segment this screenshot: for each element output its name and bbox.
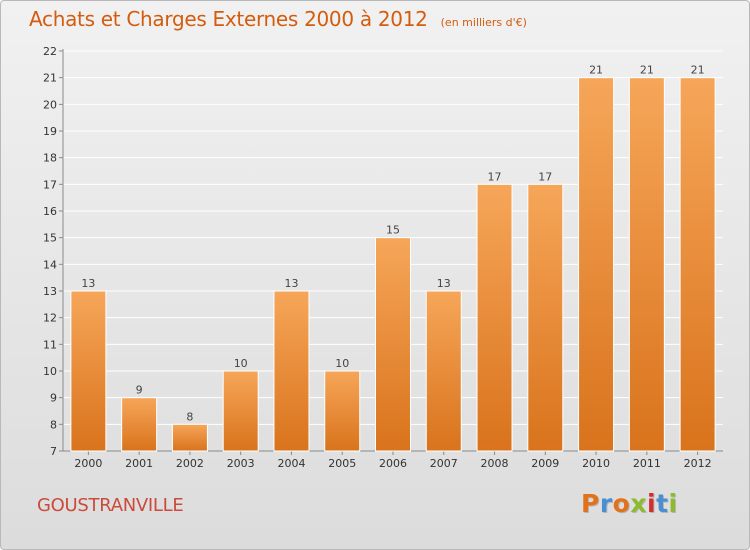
x-tick-label: 2006 (379, 457, 407, 470)
data-label: 10 (234, 357, 248, 370)
data-label: 17 (488, 170, 502, 183)
logo-letter: r (599, 489, 613, 518)
data-label: 9 (136, 384, 143, 397)
bar-2010 (578, 77, 615, 452)
y-tick-label: 7 (50, 445, 57, 458)
data-label: 8 (186, 410, 193, 423)
place-name: GOUSTRANVILLE (37, 495, 184, 516)
x-tick-label: 2004 (277, 457, 305, 470)
y-tick-label: 16 (43, 205, 57, 218)
logo-letter: o (612, 489, 631, 518)
y-tick-label: 10 (43, 365, 57, 378)
bar-2006 (375, 237, 411, 452)
x-tick-label: 2008 (481, 457, 509, 470)
y-tick-label: 22 (43, 45, 57, 58)
y-tick-label: 21 (43, 72, 57, 85)
data-labels: 13 9 8 10 13 10 15 13 17 17 21 21 21 (81, 64, 704, 424)
data-label: 13 (81, 277, 95, 290)
bar-2011 (628, 77, 665, 452)
logo-letter: t (656, 489, 669, 518)
logo-letter: i (647, 489, 657, 518)
chart-title: Achats et Charges Externes 2000 à 2012 (29, 7, 428, 31)
bar-2001 (121, 397, 158, 452)
logo-letter: i (668, 489, 678, 518)
x-tick-label: 2010 (582, 457, 610, 470)
proxiti-logo: Proxiti (581, 489, 678, 518)
bar-2002 (171, 423, 208, 452)
bar-2012 (679, 77, 716, 452)
data-label: 15 (386, 224, 400, 237)
data-label: 17 (538, 170, 552, 183)
chart-unit-note: (en milliers d'€) (440, 16, 527, 29)
logo-letter: x (630, 489, 647, 518)
y-tick-label: 12 (43, 312, 57, 325)
data-label: 21 (640, 64, 654, 77)
x-tick-label: 2002 (176, 457, 204, 470)
x-tick-label: 2005 (328, 457, 356, 470)
x-tick-label: 2000 (74, 457, 102, 470)
data-label: 10 (335, 357, 349, 370)
data-label: 21 (589, 64, 603, 77)
title-row: Achats et Charges Externes 2000 à 2012 (… (29, 7, 527, 31)
y-tick-label: 19 (43, 125, 57, 138)
bar-2007 (425, 290, 462, 452)
x-tick-label: 2011 (633, 457, 661, 470)
y-tick-label: 11 (43, 338, 57, 351)
x-tick-label: 2003 (227, 457, 255, 470)
data-label: 13 (437, 277, 451, 290)
data-label: 13 (284, 277, 298, 290)
bars (70, 77, 716, 452)
x-tick-label: 2012 (684, 457, 712, 470)
data-label: 21 (691, 64, 705, 77)
y-tick-label: 17 (43, 178, 57, 191)
bar-2003 (222, 370, 259, 452)
y-tick-label: 20 (43, 98, 57, 111)
y-tick-label: 13 (43, 285, 57, 298)
bar-2005 (324, 370, 361, 452)
y-tick-label: 18 (43, 152, 57, 165)
y-tick-label: 15 (43, 232, 57, 245)
y-tick-label: 14 (43, 258, 57, 271)
bar-2009 (527, 183, 564, 452)
y-tick-label: 8 (50, 418, 57, 431)
x-tick-label: 2007 (430, 457, 458, 470)
y-tick-label: 9 (50, 392, 57, 405)
x-tick-label: 2001 (125, 457, 153, 470)
x-tick-label: 2009 (531, 457, 559, 470)
bar-2004 (273, 290, 310, 452)
bar-2000 (70, 290, 107, 452)
logo-letter: P (581, 489, 600, 518)
bar-2008 (476, 183, 513, 452)
